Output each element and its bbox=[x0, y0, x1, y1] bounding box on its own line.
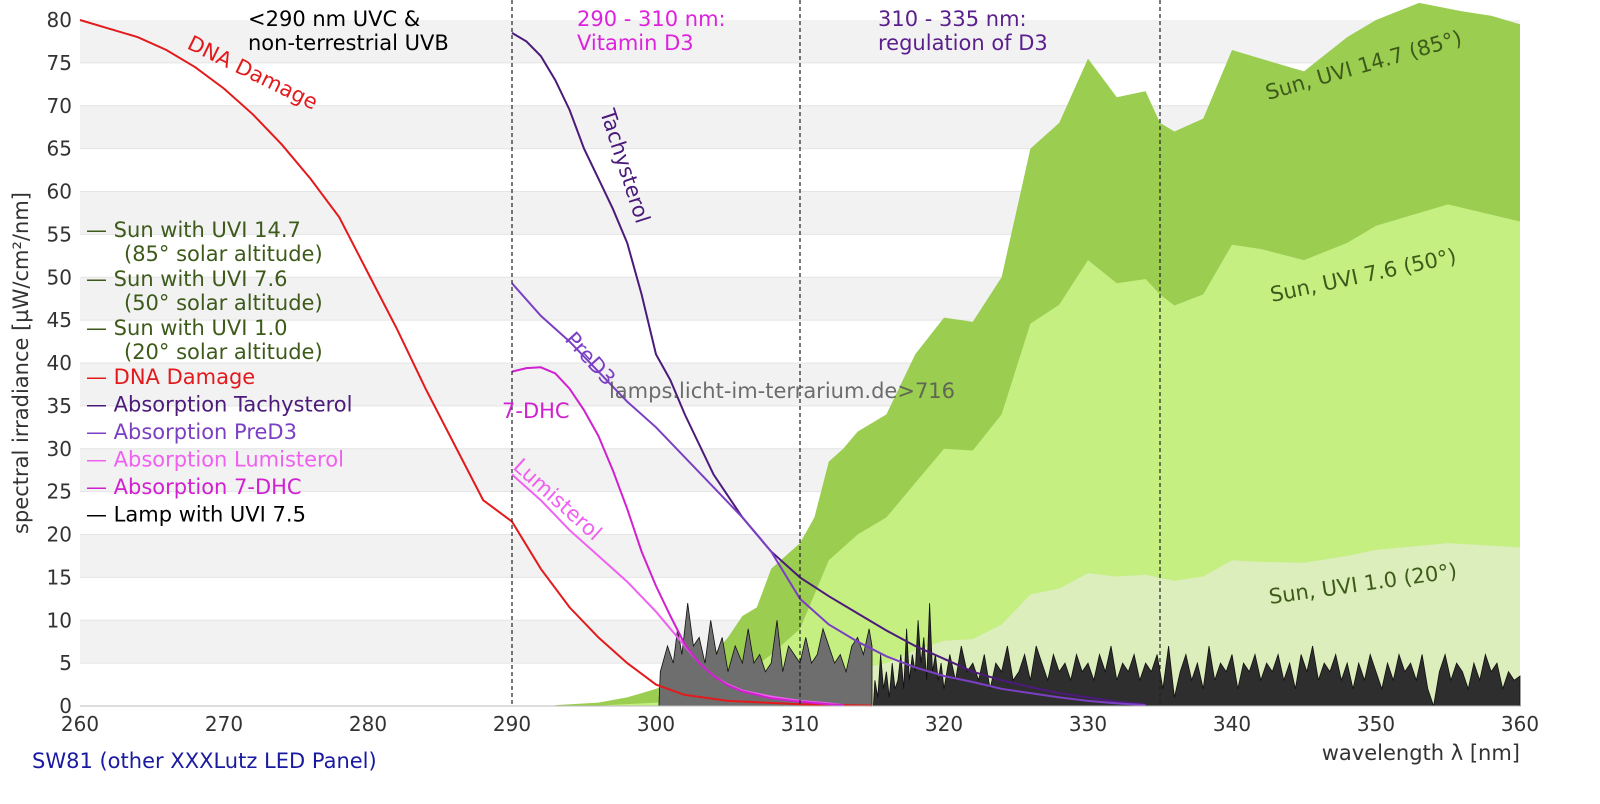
legend-entry: — Absorption PreD3 bbox=[86, 420, 297, 444]
y-tick-label: 45 bbox=[47, 308, 72, 332]
legend-entry: — Absorption 7-DHC bbox=[86, 475, 302, 499]
x-tick-label: 350 bbox=[1357, 712, 1395, 736]
grid-band bbox=[80, 20, 1520, 63]
region-label: 310 - 335 nm: bbox=[878, 7, 1027, 31]
x-tick-label: 290 bbox=[493, 712, 531, 736]
x-tick-label: 320 bbox=[925, 712, 963, 736]
legend-entry-sub: (20° solar altitude) bbox=[124, 340, 323, 364]
y-tick-label: 80 bbox=[47, 8, 72, 32]
y-axis-title: spectral irradiance [µW/cm²/nm] bbox=[9, 192, 33, 534]
lamp-area-part1 bbox=[658, 603, 873, 707]
x-tick-label: 300 bbox=[637, 712, 675, 736]
region-label: <290 nm UVC & bbox=[248, 7, 420, 31]
legend-entry: — Lamp with UVI 7.5 bbox=[86, 503, 306, 527]
lamp-area-part2 bbox=[872, 603, 1521, 707]
tick-labels: 260 270 280 290 300 310 320 330 340 350 360 0 5 10 15 2… bbox=[47, 8, 1540, 736]
y-tick-label: 10 bbox=[47, 608, 72, 632]
y-tick-label: 25 bbox=[47, 480, 72, 504]
y-tick-label: 0 bbox=[59, 694, 72, 718]
x-axis-title: wavelength λ [nm] bbox=[1322, 741, 1520, 765]
curve-label: 7-DHC bbox=[502, 399, 570, 423]
x-tick-label: 280 bbox=[349, 712, 387, 736]
x-tick-label: 360 bbox=[1501, 712, 1539, 736]
watermark: lamps.licht-im-terrarium.de>716 bbox=[609, 379, 955, 403]
x-tick-label: 330 bbox=[1069, 712, 1107, 736]
legend: — Sun with UVI 14.7(85° solar altitude)—… bbox=[86, 218, 352, 527]
lamp-series bbox=[658, 603, 1521, 707]
x-tick-label: 310 bbox=[781, 712, 819, 736]
y-tick-label: 5 bbox=[59, 651, 72, 675]
legend-entry: — DNA Damage bbox=[86, 365, 255, 389]
y-tick-label: 15 bbox=[47, 565, 72, 589]
y-tick-label: 20 bbox=[47, 523, 72, 547]
y-tick-label: 40 bbox=[47, 351, 72, 375]
legend-entry: — Absorption Tachysterol bbox=[86, 393, 352, 417]
y-tick-label: 70 bbox=[47, 94, 72, 118]
legend-entry: — Absorption Lumisterol bbox=[86, 448, 344, 472]
y-tick-label: 55 bbox=[47, 222, 72, 246]
region-label: 290 - 310 nm: bbox=[577, 7, 726, 31]
y-tick-label: 50 bbox=[47, 265, 72, 289]
region-label: Vitamin D3 bbox=[577, 31, 694, 55]
line-absorption-7-dhc bbox=[511, 366, 844, 707]
x-tick-label: 260 bbox=[61, 712, 99, 736]
x-tick-label: 270 bbox=[205, 712, 243, 736]
line-absorption-pred3 bbox=[511, 282, 1146, 707]
line-dna-damage bbox=[79, 19, 873, 707]
legend-entry: — Sun with UVI 14.7 bbox=[86, 218, 301, 242]
legend-entry: — Sun with UVI 7.6 bbox=[86, 267, 288, 291]
footer-note: SW81 (other XXXLutz LED Panel) bbox=[32, 749, 377, 773]
region-label: regulation of D3 bbox=[878, 31, 1048, 55]
legend-entry-sub: (85° solar altitude) bbox=[124, 242, 323, 266]
x-tick-label: 340 bbox=[1213, 712, 1251, 736]
y-tick-label: 65 bbox=[47, 137, 72, 161]
legend-entry: — Sun with UVI 1.0 bbox=[86, 316, 288, 340]
region-label: non-terrestrial UVB bbox=[248, 31, 449, 55]
y-tick-label: 30 bbox=[47, 437, 72, 461]
line-series bbox=[79, 19, 1146, 707]
y-tick-label: 35 bbox=[47, 394, 72, 418]
y-tick-label: 60 bbox=[47, 180, 72, 204]
y-tick-label: 75 bbox=[47, 51, 72, 75]
legend-entry-sub: (50° solar altitude) bbox=[124, 291, 323, 315]
region-divider-lines bbox=[511, 0, 1161, 706]
